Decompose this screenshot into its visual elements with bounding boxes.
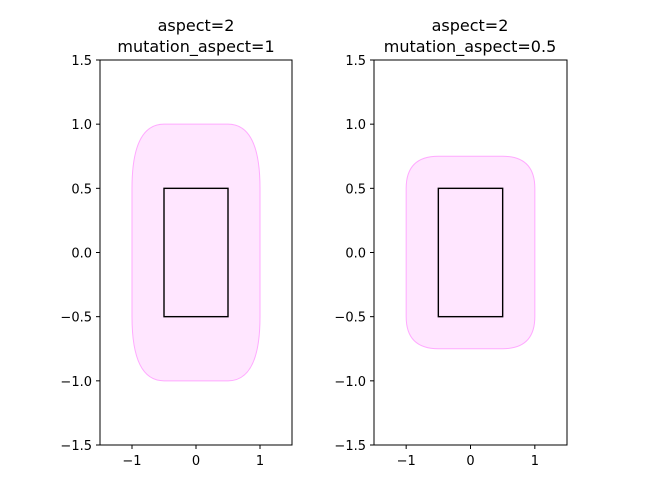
fancy-box: [405, 155, 536, 350]
subplot-title-line2: mutation_aspect=1: [117, 37, 274, 57]
x-tick-label: 0: [192, 454, 200, 469]
x-tick-label: 1: [531, 454, 539, 469]
subplot-left: aspect=2 mutation_aspect=1 −1 0 1−1.5−1.0−…: [60, 16, 293, 469]
y-tick-label: 1.0: [71, 118, 92, 133]
y-tick-label: 0.0: [345, 247, 366, 262]
subplot-title-line1: aspect=2: [432, 16, 509, 35]
tick-group: −1 0 1 −1.5 −1.0 −0.5 0.0 0.5 1.0 1.5: [334, 54, 539, 469]
x-tick-label: −1: [122, 454, 141, 469]
rectangle: [437, 187, 504, 318]
y-tick-label: −1.5: [60, 439, 92, 454]
y-tick-label: 1.5: [345, 54, 366, 69]
y-tick-label: 0.0: [71, 247, 92, 262]
y-tick-label: 1.5: [71, 54, 92, 69]
subplot-title-line1: aspect=2: [158, 16, 235, 35]
x-tick-label: 1: [256, 454, 264, 469]
tick-group: −1 0 1 −1.5 −1.0 −0.5 0.0 0.5 1.0 1.5: [60, 54, 264, 469]
y-tick-label: 0.5: [345, 182, 366, 197]
y-tick-label: −0.5: [60, 311, 92, 326]
rectangle: [163, 187, 229, 318]
fancy-box: [131, 123, 261, 382]
y-tick-label: 0.5: [71, 182, 92, 197]
subplot-right: aspect=2 mutation_aspect=0.5 −1 0 1 −1.5 −1.…: [334, 16, 568, 469]
y-tick-label: −1.0: [334, 375, 366, 390]
x-tick-label: 0: [466, 454, 474, 469]
y-tick-label: −1.0: [60, 375, 92, 390]
y-tick-label: −1.5: [334, 439, 366, 454]
y-tick-label: 1.0: [345, 118, 366, 133]
y-tick-label: −0.5: [334, 311, 366, 326]
subplot-title-line2: mutation_aspect=0.5: [384, 37, 557, 57]
x-tick-label: −1: [397, 454, 416, 469]
